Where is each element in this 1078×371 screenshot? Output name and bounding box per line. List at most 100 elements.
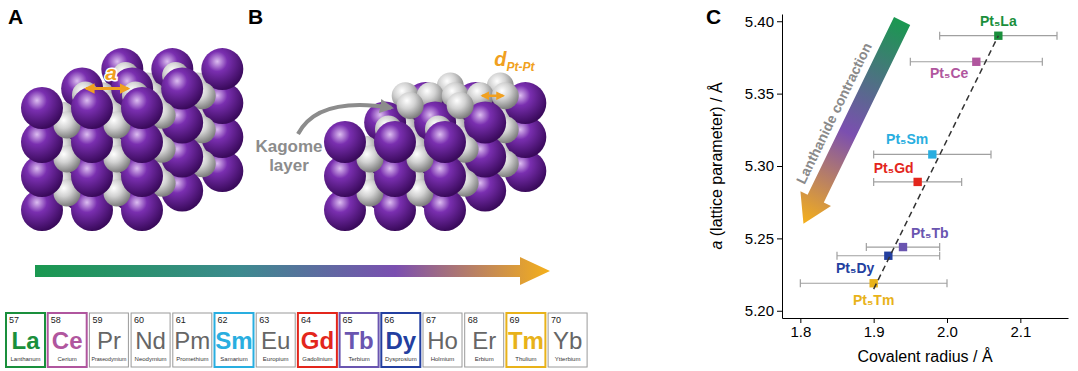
- element-name: Dysprosium: [385, 356, 417, 362]
- element-box: 67HoHolmium: [423, 313, 462, 367]
- annotation: Lanthanide contraction: [793, 40, 875, 186]
- element-symbol: Pr: [97, 327, 121, 354]
- element-name: Praseodymium: [91, 356, 126, 362]
- element-frame: [548, 313, 587, 367]
- atom-pt: [397, 92, 424, 119]
- x-axis: 1.8 1.9 2.0 2.1: [783, 318, 1069, 340]
- element-box: 65 Tb Terbium: [340, 313, 379, 367]
- kagome-label: Kagomelayer: [255, 137, 322, 175]
- point-label: Pt₅Tb: [911, 225, 949, 241]
- axis-line: [783, 318, 1069, 319]
- panel-letter: B: [248, 5, 263, 28]
- element-frame: [340, 313, 379, 367]
- plot-area: [800, 32, 1057, 290]
- tick-group: 1.9: [864, 318, 885, 340]
- element-name: Cerium: [58, 356, 77, 362]
- element-frame: [298, 313, 337, 367]
- kagome-arrow: [298, 105, 391, 134]
- element-number: 65: [343, 315, 353, 325]
- axis-line: [782, 15, 783, 319]
- element-frame: [48, 313, 87, 367]
- element-symbol: Gd: [301, 327, 334, 354]
- element-box: 70 Yb Ytterbium: [548, 313, 587, 367]
- element-symbol: Ce: [52, 327, 83, 354]
- error-bar: [866, 243, 939, 251]
- structure-b: [324, 73, 546, 231]
- element-number: 61: [176, 315, 186, 325]
- point-label: Pt₅Gd: [874, 160, 914, 176]
- element-frame: [423, 313, 462, 367]
- point: [899, 243, 907, 251]
- tick-label: 5.35: [745, 85, 774, 102]
- panel-letter: A: [8, 5, 23, 28]
- element-name: Terbium: [348, 356, 369, 362]
- point-label: Pt₅Ce: [930, 65, 969, 81]
- point-label: Pt₅Tm: [853, 292, 894, 308]
- element-number: 59: [92, 315, 102, 325]
- lattice-arrow: [86, 87, 128, 90]
- tick-label: 2.0: [937, 323, 958, 340]
- element-number: 68: [468, 315, 478, 325]
- tick-label: 2.1: [1010, 323, 1031, 340]
- element-box: 64 Gd Gadolinium: [298, 313, 337, 367]
- contraction-arrow: [800, 17, 910, 224]
- atom-la: [71, 87, 113, 129]
- element-frame: [89, 313, 128, 367]
- y-axis-title: a (lattice parameter) / Å: [707, 82, 725, 250]
- element-name: Gadolinium: [302, 356, 332, 362]
- element-number: 60: [134, 315, 144, 325]
- tick-group: 5.40: [745, 13, 782, 30]
- element-name: Holmium: [431, 356, 455, 362]
- element-number: 66: [384, 315, 394, 325]
- element-symbol: Sm: [215, 327, 252, 354]
- element-symbol: Tm: [508, 327, 544, 354]
- distance-arrow: [482, 95, 503, 98]
- fit-line: [874, 36, 999, 289]
- element-symbol: Pm: [174, 327, 210, 354]
- point-label: Pt₅La: [980, 13, 1017, 29]
- element-name: Thulium: [515, 356, 536, 362]
- tick-group: 5.20: [745, 302, 782, 319]
- panel-letter: C: [706, 5, 721, 28]
- x-axis-title: Covalent radius / Å: [857, 347, 993, 365]
- element-box: 69TmThulium: [506, 313, 545, 367]
- tick-label: 5.25: [745, 230, 774, 247]
- point: [913, 178, 921, 186]
- element-frame: [131, 313, 170, 367]
- point: [869, 279, 877, 287]
- element-number: 64: [301, 315, 311, 325]
- element-name: Samarium: [220, 356, 247, 362]
- element-frame: [506, 313, 545, 367]
- error-bar: [874, 150, 991, 158]
- atom-pt: [447, 92, 474, 119]
- atom-la: [121, 87, 163, 129]
- lattice-label: a: [105, 61, 117, 84]
- element-box: 66 Dy Dysprosium: [381, 313, 420, 367]
- tick-label: 1.9: [864, 323, 885, 340]
- element-number: 58: [51, 315, 61, 325]
- element-symbol: Dy: [385, 327, 416, 354]
- element-box: 57LaLanthanum: [6, 313, 45, 367]
- point: [972, 58, 980, 66]
- element-symbol: Yb: [553, 327, 582, 354]
- y-axis: 5.20 5.25 5.30 5.35 5.40: [745, 13, 783, 320]
- tick: [777, 21, 782, 22]
- element-symbol: Tb: [344, 327, 373, 354]
- point: [928, 150, 936, 158]
- tick-group: 5.30: [745, 157, 782, 174]
- atom-la: [324, 121, 366, 163]
- element-name: Erbium: [475, 356, 494, 362]
- element-name: Ytterbium: [555, 356, 581, 362]
- element-name: Promethium: [176, 356, 208, 362]
- element-number: 70: [551, 315, 561, 325]
- element-box: 63EuEuropium: [256, 313, 295, 367]
- tick-label: 1.8: [790, 323, 811, 340]
- element-name: Neodymium: [135, 356, 167, 362]
- error-bar: [874, 178, 962, 186]
- element-symbol: Nd: [135, 327, 166, 354]
- tick-group: 1.8: [790, 318, 811, 340]
- element-box: 59 Pr Praseodymium: [89, 313, 128, 367]
- tick-label: 5.40: [745, 13, 774, 30]
- element-box: 68ErErbium: [465, 313, 504, 367]
- point-label: Pt₅Dy: [836, 260, 875, 276]
